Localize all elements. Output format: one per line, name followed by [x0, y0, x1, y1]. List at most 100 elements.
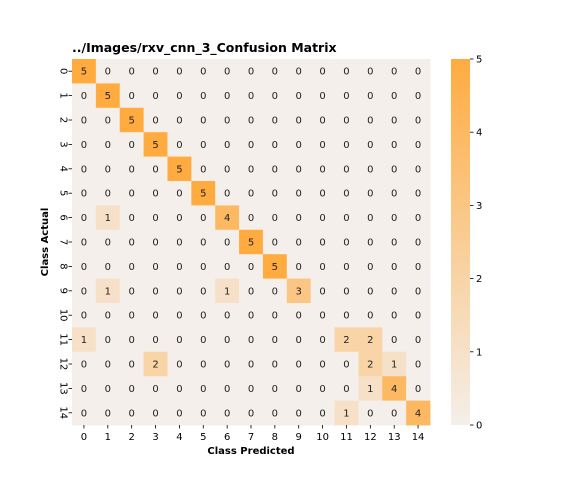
heatmap-cell-r2-c8 — [262, 107, 288, 133]
x-tick-label-5: 5 — [200, 432, 206, 443]
cell-label-r6-c0: 0 — [81, 213, 87, 224]
cell-label-r3-c7: 0 — [248, 140, 254, 151]
cell-label-r2-c1: 0 — [105, 116, 111, 127]
cell-label-r14-c2: 0 — [128, 408, 134, 419]
cell-label-r2-c2: 5 — [128, 116, 134, 127]
heatmap-cell-r2-c4 — [167, 107, 192, 133]
heatmap-cell-r7-c13 — [382, 229, 407, 255]
heatmap-cell-r12-c12 — [358, 351, 383, 377]
cell-label-r9-c4: 0 — [176, 286, 182, 297]
colorbar: 0 1 2 3 4 5 — [451, 55, 482, 432]
heatmap-cell-r8-c5 — [191, 254, 216, 279]
cell-label-r10-c4: 0 — [176, 311, 182, 322]
heatmap-cell-r0-c3 — [143, 59, 168, 84]
heatmap-cell-r14-c9 — [286, 400, 312, 426]
cell-label-r13-c2: 0 — [128, 384, 134, 395]
cell-label-r2-c11: 0 — [343, 116, 349, 127]
heatmap-cell-r5-c6 — [215, 181, 240, 206]
cell-label-r0-c12: 0 — [367, 67, 373, 78]
heatmap-cell-r1-c12 — [358, 83, 383, 109]
heatmap-cell-r6-c9 — [286, 205, 312, 231]
cell-label-r10-c12: 0 — [367, 311, 373, 322]
heatmap-cell-r12-c11 — [334, 351, 359, 377]
cell-label-r6-c14: 0 — [415, 213, 421, 224]
cell-label-r10-c3: 0 — [152, 311, 158, 322]
cell-label-r2-c9: 0 — [296, 116, 302, 127]
cell-label-r5-c2: 0 — [128, 189, 134, 200]
cell-label-r9-c1: 1 — [105, 286, 111, 297]
heatmap-cell-r1-c2 — [119, 83, 144, 109]
cell-label-r3-c11: 0 — [343, 140, 349, 151]
y-tick-label-5: 5 — [58, 190, 69, 196]
cell-label-r6-c5: 0 — [200, 213, 206, 224]
heatmap-cell-r13-c2 — [119, 376, 144, 401]
heatmap-cell-r7-c12 — [358, 229, 383, 255]
cell-label-r1-c14: 0 — [415, 91, 421, 102]
cell-label-r10-c11: 0 — [343, 311, 349, 322]
cell-label-r13-c8: 0 — [272, 384, 278, 395]
cell-label-r10-c2: 0 — [128, 311, 134, 322]
cell-label-r14-c8: 0 — [272, 408, 278, 419]
cell-label-r4-c14: 0 — [415, 164, 421, 175]
cell-label-r4-c4: 5 — [176, 164, 182, 175]
heatmap-cell-r1-c1 — [95, 83, 121, 109]
heatmap-cell-r12-c13 — [382, 351, 407, 377]
cell-label-r10-c0: 0 — [81, 311, 87, 322]
cell-label-r5-c8: 0 — [272, 189, 278, 200]
heatmap-cell-r2-c1 — [95, 107, 121, 133]
y-tick-label-12: 12 — [58, 358, 69, 371]
x-tick-label-9: 9 — [296, 432, 302, 443]
heatmap-cell-r0-c13 — [382, 59, 407, 84]
heatmap-cells: 5 0 0 0 0 0 0 0 0 0 0 0 0 0 0 0 5 0 0 0 0 0 0 0 0 0 0 0 0 0 0 0 5 0 0 0 0 0 0 0… — [72, 59, 431, 426]
cell-label-r6-c6: 4 — [224, 213, 230, 224]
heatmap-cell-r6-c8 — [262, 205, 288, 231]
heatmap-cell-r2-c6 — [215, 107, 240, 133]
x-tick-label-3: 3 — [152, 432, 158, 443]
heatmap-cell-r3-c9 — [286, 132, 312, 157]
heatmap-cell-r4-c5 — [191, 156, 216, 182]
cell-label-r11-c2: 0 — [128, 335, 134, 346]
heatmap-cell-r7-c2 — [119, 229, 144, 255]
heatmap-cell-r6-c7 — [239, 205, 264, 231]
cell-label-r13-c4: 0 — [176, 384, 182, 395]
heatmap-cell-r7-c7 — [239, 229, 264, 255]
x-tick-label-1: 1 — [105, 432, 111, 443]
heatmap-cell-r0-c4 — [167, 59, 192, 84]
cell-label-r1-c9: 0 — [296, 91, 302, 102]
y-tick-label-7: 7 — [58, 239, 69, 245]
heatmap-cell-r14-c6 — [215, 400, 240, 426]
heatmap-cell-r14-c7 — [239, 400, 264, 426]
cell-label-r9-c6: 1 — [224, 286, 230, 297]
heatmap-cell-r5-c13 — [382, 181, 407, 206]
cell-label-r0-c7: 0 — [248, 67, 254, 78]
x-tick-label-0: 0 — [81, 432, 87, 443]
cell-label-r7-c10: 0 — [319, 238, 325, 249]
cell-label-r11-c11: 2 — [343, 335, 349, 346]
cell-label-r7-c8: 0 — [272, 238, 278, 249]
x-tick-label-4: 4 — [176, 432, 182, 443]
cell-label-r12-c9: 0 — [296, 360, 302, 371]
heatmap-cell-r5-c3 — [143, 181, 168, 206]
cell-label-r2-c14: 0 — [415, 116, 421, 127]
heatmap-cell-r9-c4 — [167, 278, 192, 304]
cell-label-r4-c9: 0 — [296, 164, 302, 175]
cell-label-r14-c10: 0 — [319, 408, 325, 419]
heatmap-cell-r8-c2 — [119, 254, 144, 279]
cell-label-r2-c8: 0 — [272, 116, 278, 127]
heatmap-cell-r8-c14 — [406, 254, 431, 279]
cell-label-r5-c0: 0 — [81, 189, 87, 200]
heatmap-cell-r13-c8 — [262, 376, 288, 401]
cell-label-r13-c5: 0 — [200, 384, 206, 395]
x-axis-label: Class Predicted — [207, 446, 294, 457]
heatmap-cell-r9-c2 — [119, 278, 144, 304]
cell-label-r6-c2: 0 — [128, 213, 134, 224]
cell-label-r12-c0: 0 — [81, 360, 87, 371]
heatmap-cell-r3-c3 — [143, 132, 168, 157]
cell-label-r0-c2: 0 — [128, 67, 134, 78]
cell-label-r7-c4: 0 — [176, 238, 182, 249]
heatmap-cell-r12-c5 — [191, 351, 216, 377]
cell-label-r5-c13: 0 — [391, 189, 397, 200]
cell-label-r2-c10: 0 — [319, 116, 325, 127]
cell-label-r1-c6: 0 — [224, 91, 230, 102]
heatmap-cell-r2-c11 — [334, 107, 359, 133]
